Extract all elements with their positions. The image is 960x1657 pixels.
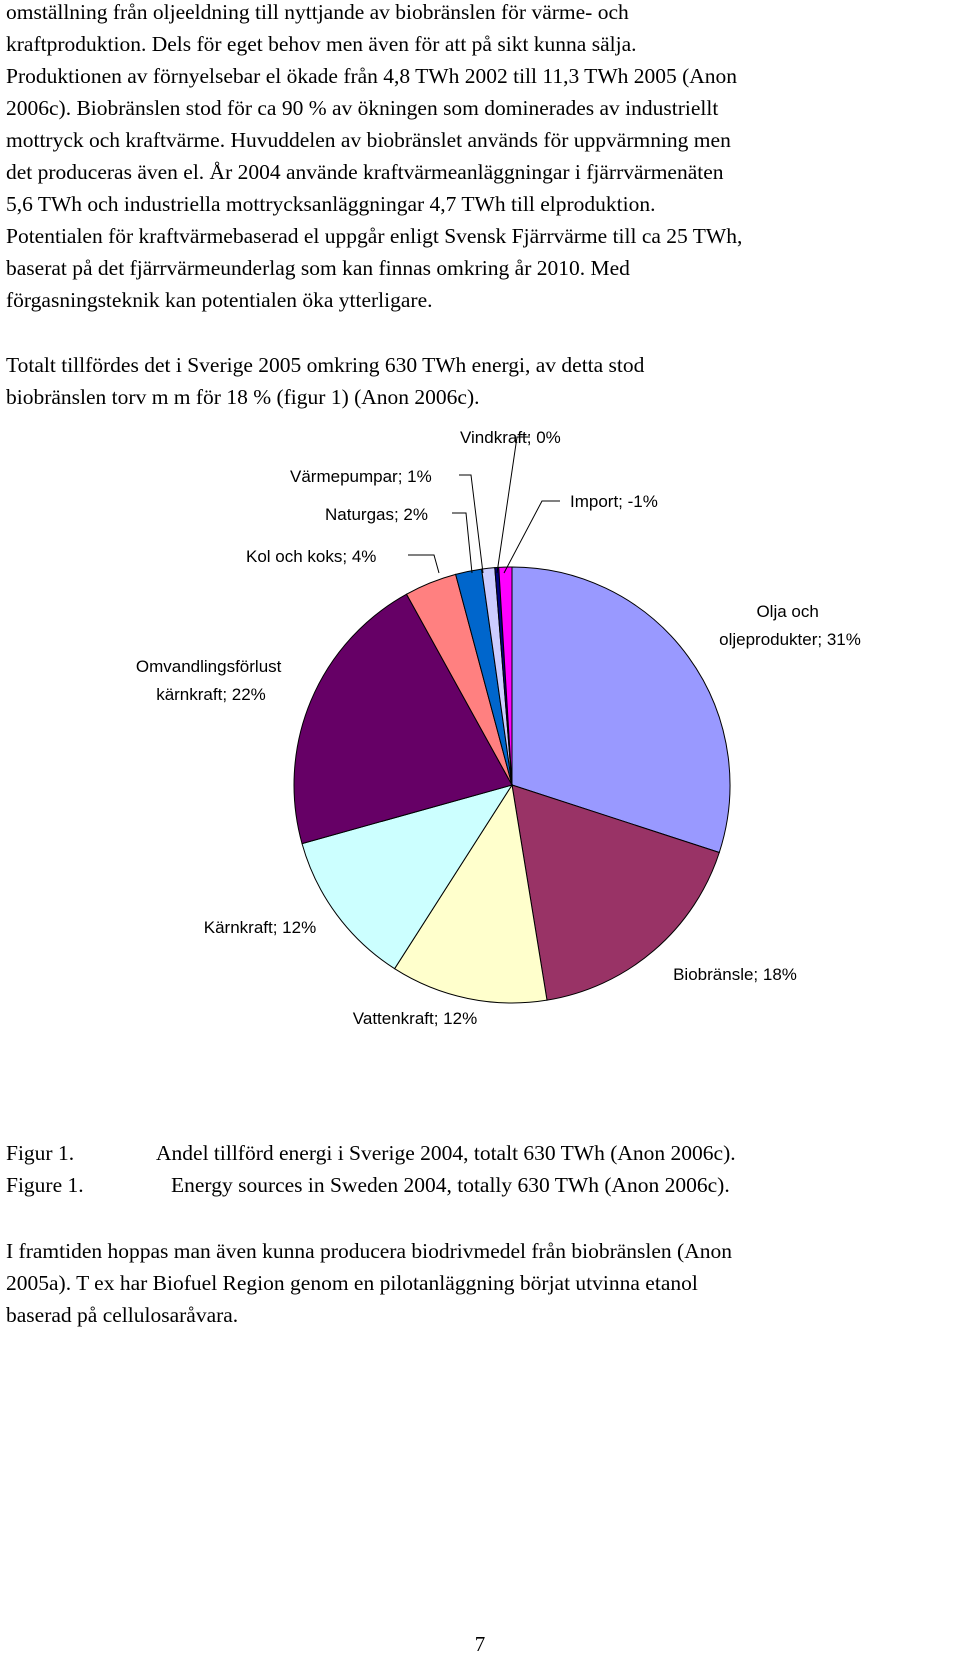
pie-slice-kärnkraft	[301, 784, 514, 970]
body-paragraph-3: I framtiden hoppas man även kunna produc…	[6, 1239, 732, 1327]
leader-line-naturgas	[452, 512, 473, 574]
slice-label-olja-line1: Olja och	[756, 602, 818, 621]
slice-label-olja: Olja och oljeprodukter; 31%	[719, 602, 861, 649]
leader-line-varmepumpar	[459, 474, 484, 574]
slice-label-biobransle: Biobränsle; 18%	[673, 965, 797, 984]
pie-slice-omvandlingsförlust-kärnkraft	[293, 593, 513, 845]
pie-slice-biobränsle	[511, 784, 720, 1001]
caption-sv-text: Andel tillförd energi i Sverige 2004, to…	[156, 1141, 736, 1165]
leader-line-vindkraft	[496, 436, 530, 574]
slice-label-karnkraft: Kärnkraft; 12%	[204, 918, 316, 937]
slice-label-omvandlingsforlust: Omvandlingsförlust kärnkraft; 22%	[136, 657, 286, 704]
slice-label-varmepumpar: Värmepumpar; 1%	[290, 467, 432, 486]
pie-slice-import	[498, 566, 513, 786]
slice-label-kol: Kol och koks; 4%	[246, 547, 376, 566]
body-paragraph-1: omställning från oljeeldning till nyttja…	[6, 0, 743, 312]
caption-en-label: Figure 1.	[6, 1173, 84, 1197]
leader-line-import	[503, 500, 560, 574]
slice-label-naturgas: Naturgas; 2%	[325, 505, 428, 524]
leader-line-kol	[408, 554, 440, 574]
slice-label-omv-line1: Omvandlingsförlust	[136, 657, 282, 676]
caption-en-text: Energy sources in Sweden 2004, totally 6…	[171, 1173, 730, 1197]
slice-label-vattenkraft: Vattenkraft; 12%	[353, 1009, 477, 1028]
pie-leader-lines	[408, 436, 560, 574]
pie-labels: Vindkraft; 0% Värmepumpar; 1% Import; -1…	[136, 428, 861, 1028]
slice-label-olja-line2: oljeprodukter; 31%	[719, 630, 861, 649]
energy-pie-chart: Vindkraft; 0% Värmepumpar; 1% Import; -1…	[136, 428, 861, 1028]
slice-label-vindkraft: Vindkraft; 0%	[460, 428, 561, 447]
pie-slices	[293, 566, 731, 1004]
slice-label-omv-line2: kärnkraft; 22%	[156, 685, 266, 704]
page-number: 7	[474, 1632, 486, 1656]
caption-sv-label: Figur 1.	[6, 1141, 75, 1165]
pie-slice-vattenkraft	[393, 783, 548, 1004]
body-paragraph-2: Totalt tillfördes det i Sverige 2005 omk…	[6, 353, 645, 409]
slice-label-import: Import; -1%	[570, 492, 658, 511]
pie-slice-olja-och-oljeprodukter	[511, 566, 731, 854]
